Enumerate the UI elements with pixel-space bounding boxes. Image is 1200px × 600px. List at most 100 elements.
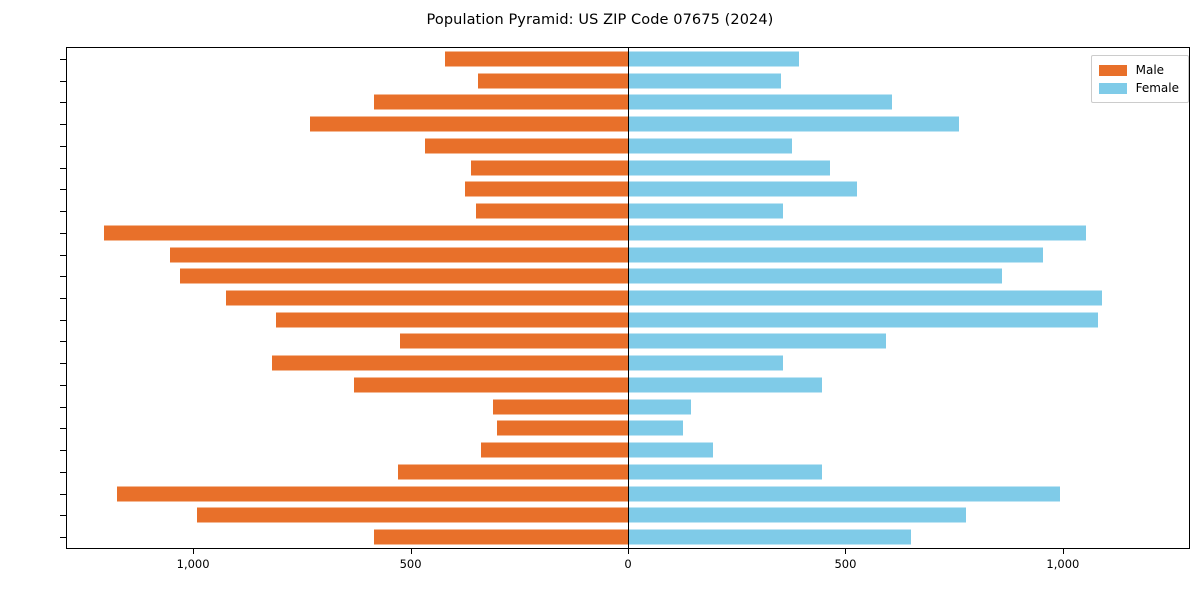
bar-row [67,483,1189,505]
y-tick-mark [60,102,66,104]
bar-row [67,70,1189,92]
bar-row [67,91,1189,113]
y-tick-mark [60,189,66,191]
bar-female[interactable] [628,529,912,545]
legend-swatch-icon [1098,64,1127,76]
bar-male[interactable] [492,399,628,415]
bar-male[interactable] [465,181,628,197]
bar-male[interactable] [481,442,628,458]
y-tick-mark [60,145,66,147]
bar-female[interactable] [628,420,683,436]
bar-row [67,331,1189,353]
y-tick-mark [60,471,66,473]
bar-male[interactable] [471,160,628,176]
bar-male[interactable] [169,247,628,262]
x-tick-label: 1,000 [176,557,210,571]
bar-male[interactable] [103,225,628,241]
y-tick-mark [60,298,66,299]
bar-male[interactable] [399,333,628,349]
bar-male[interactable] [445,51,628,67]
bar-male[interactable] [226,290,628,306]
bar-female[interactable] [628,399,691,415]
bar-row [67,178,1189,200]
y-tick-mark [60,384,66,386]
chart-title: Population Pyramid: US ZIP Code 07675 (2… [426,12,774,28]
bar-female[interactable] [628,94,893,110]
bar-male[interactable] [397,464,628,480]
bar-female[interactable] [628,160,830,176]
bar-male[interactable] [353,377,628,393]
bar-female[interactable] [628,377,822,393]
bar-female[interactable] [628,116,959,132]
legend-label: Male [1135,63,1165,77]
x-tick-label: 0 [624,557,632,571]
y-tick-mark [60,450,66,452]
bar-female[interactable] [628,181,858,197]
bar-row [67,157,1189,179]
bar-female[interactable] [628,486,1060,502]
bar-male[interactable] [180,268,628,284]
bar-row [67,526,1189,548]
x-tick-mark [410,549,412,554]
y-tick-mark [60,406,66,408]
x-tick-label: 500 [834,557,857,571]
plot-area [66,47,1190,549]
x-tick-label: 500 [399,557,422,571]
bar-male[interactable] [309,116,628,132]
y-tick-mark [60,537,66,539]
bar-female[interactable] [628,203,783,219]
bar-female[interactable] [628,507,966,523]
bar-row [67,418,1189,440]
bar-female[interactable] [628,290,1103,306]
x-tick-mark [193,549,195,554]
bar-female[interactable] [628,464,822,480]
bar-row [67,352,1189,374]
bar-female[interactable] [628,51,800,67]
bar-male[interactable] [425,138,628,154]
bar-male[interactable] [197,507,628,523]
bar-female[interactable] [628,73,781,89]
bar-male[interactable] [477,73,628,89]
y-tick-mark [60,58,66,60]
x-tick-mark [1062,549,1064,554]
bar-row [67,461,1189,483]
bar-female[interactable] [628,225,1087,241]
bar-row [67,287,1189,309]
bar-row [67,505,1189,527]
legend-entry-female[interactable]: Female [1098,79,1179,97]
bar-female[interactable] [628,247,1044,262]
x-tick-mark [628,549,629,554]
zero-axis-line [628,48,629,548]
bar-male[interactable] [373,94,628,110]
y-tick-mark [60,211,66,213]
y-tick-mark [60,80,66,82]
bar-male[interactable] [116,486,628,502]
bar-female[interactable] [628,442,714,458]
bar-row [67,396,1189,418]
bar-female[interactable] [628,312,1099,328]
bar-row [67,309,1189,331]
x-tick-mark [845,549,847,554]
x-tick-label: 1,000 [1046,557,1080,571]
y-tick-mark [60,232,66,234]
y-tick-mark [60,428,66,430]
bar-male[interactable] [373,529,628,545]
bar-row [67,48,1189,70]
bar-row [67,374,1189,396]
bar-female[interactable] [628,268,1002,284]
y-tick-mark [60,515,66,517]
legend-entry-male[interactable]: Male [1098,61,1179,79]
bar-row [67,200,1189,222]
bar-row [67,113,1189,135]
bar-female[interactable] [628,138,792,154]
bar-male[interactable] [272,355,628,371]
bar-female[interactable] [628,355,783,371]
y-tick-mark [60,167,66,169]
y-tick-mark [60,276,66,278]
bar-male[interactable] [276,312,628,328]
y-tick-mark [60,363,66,365]
bar-male[interactable] [476,203,628,219]
bar-female[interactable] [628,333,887,349]
bar-male[interactable] [496,420,628,436]
